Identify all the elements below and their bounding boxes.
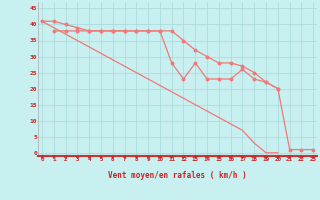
X-axis label: Vent moyen/en rafales ( km/h ): Vent moyen/en rafales ( km/h ) bbox=[108, 171, 247, 180]
